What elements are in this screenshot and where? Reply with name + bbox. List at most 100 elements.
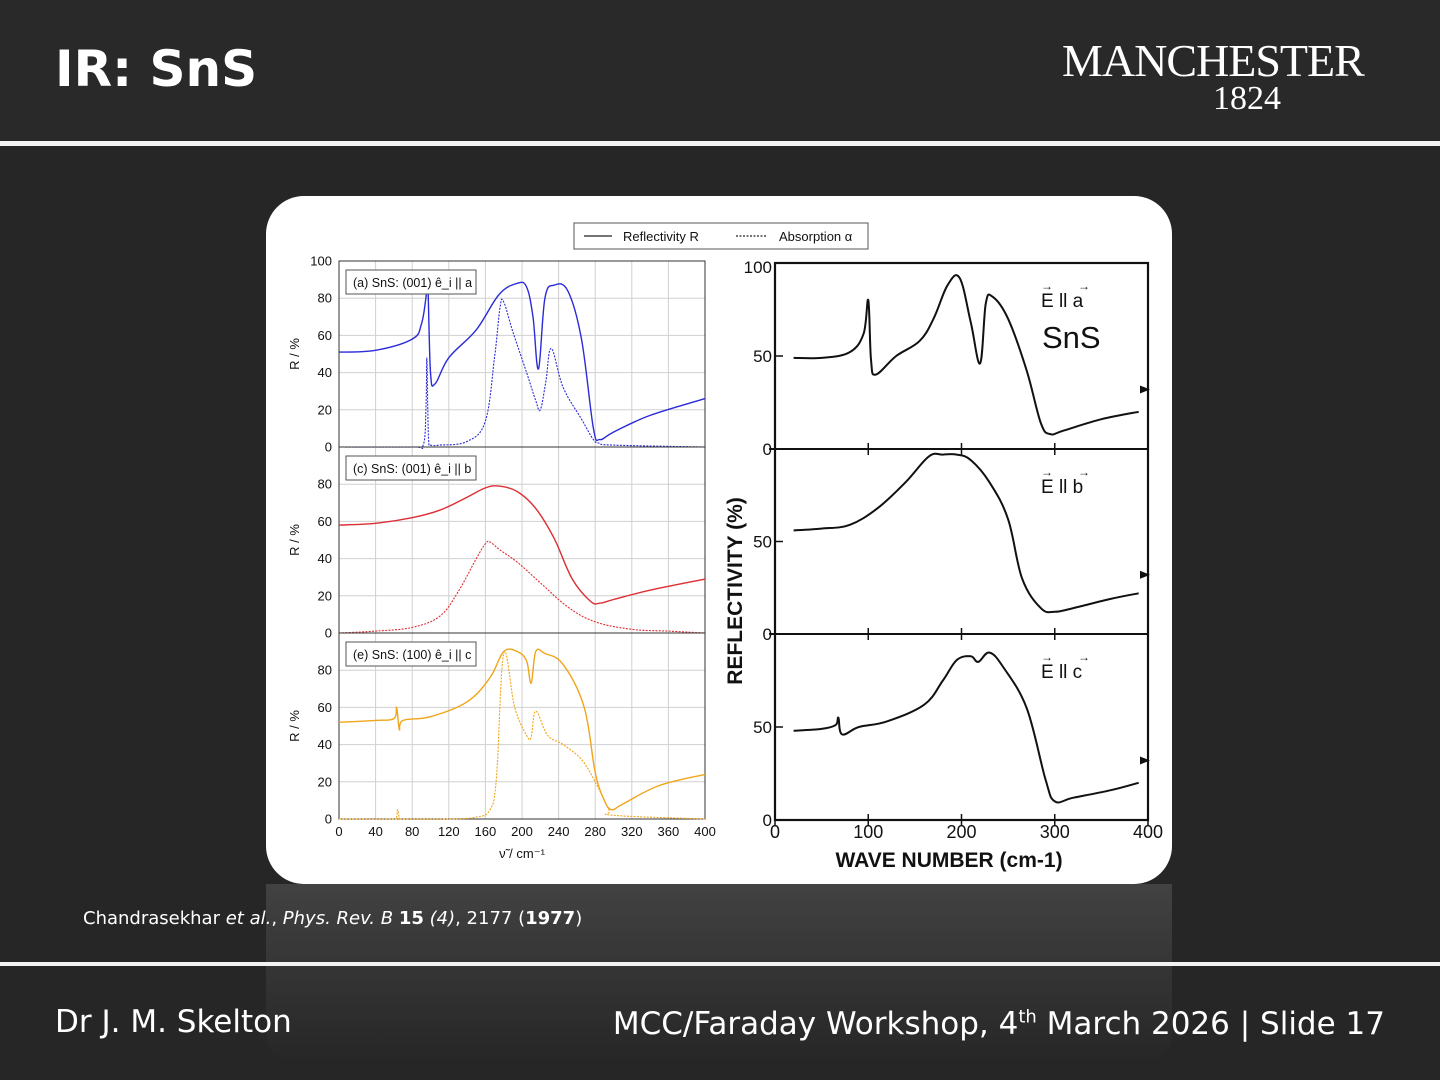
r-ylabel0-0: 0 — [763, 440, 772, 459]
ytick-label-2-0: 0 — [325, 812, 332, 827]
figure-reflection — [266, 884, 1172, 1064]
scan-curve-0 — [793, 274, 1139, 436]
ylabel-1: R / % — [287, 524, 302, 556]
panel-label-box-0 — [345, 269, 477, 295]
ytick-label-0-1: 20 — [318, 402, 332, 417]
right-arrow-marker-2 — [1140, 756, 1150, 765]
r-xtick-label-0: 0 — [770, 822, 780, 842]
r-ylabel50-2: 50 — [753, 718, 772, 737]
sns-annotation: SnS — [1042, 320, 1101, 355]
panel-label-box-1 — [345, 455, 477, 481]
vector-arrow-e-0: → — [1041, 279, 1053, 293]
series-reflectivity-2 — [338, 648, 706, 811]
ytick-label-2-1: 20 — [318, 774, 332, 789]
xtick-label-10: 400 — [694, 824, 716, 839]
xtick-label-3: 120 — [438, 824, 460, 839]
scan-curve-2 — [793, 651, 1139, 804]
legend-box — [573, 222, 869, 250]
xtick-label-7: 280 — [584, 824, 606, 839]
r-xtick-label-3: 300 — [1040, 822, 1070, 842]
series-absorption-2 — [338, 650, 706, 820]
r-xtick-label-1: 100 — [853, 822, 883, 842]
xtick-label-0: 0 — [335, 824, 342, 839]
ytick-label-1-2: 40 — [318, 551, 332, 566]
series-absorption-0 — [338, 298, 706, 450]
r-ylabel50-1: 50 — [753, 533, 772, 552]
ytick-label-1-1: 20 — [318, 588, 332, 603]
series-reflectivity-1 — [338, 485, 706, 605]
polarization-label-2: E ll c — [1041, 662, 1082, 683]
slide-title: IR: SnS — [55, 40, 258, 98]
xtick-label-9: 360 — [658, 824, 680, 839]
r-ytop-label: 100 — [744, 258, 772, 277]
scan-curve-1 — [793, 452, 1139, 614]
vector-arrow-e-1: → — [1041, 465, 1053, 479]
xtick-label-4: 160 — [475, 824, 497, 839]
r-ylabel0-1: 0 — [763, 625, 772, 644]
vector-arrow-axis-0: → — [1078, 279, 1090, 293]
vector-arrow-e-2: → — [1041, 650, 1053, 664]
r-ylabel: REFLECTIVITY (%) — [724, 497, 747, 684]
ytick-label-0-4: 80 — [318, 291, 332, 306]
polarization-label-1: E ll b — [1041, 477, 1083, 498]
axes-frame-2 — [338, 632, 706, 820]
figure-svg: Reflectivity R Absorption α 0 20 40 60 80 100 (a… — [287, 222, 1163, 872]
r-xtick-label-4: 400 — [1133, 822, 1163, 842]
series-reflectivity-0 — [338, 278, 706, 442]
xtick-label-1: 40 — [368, 824, 382, 839]
ytick-label-2-3: 60 — [318, 700, 332, 715]
footer-prefix: MCC/Faraday Workshop, 4 — [612, 1006, 1019, 1042]
ytick-label-0-3: 60 — [318, 328, 332, 343]
xtick-label-2: 80 — [405, 824, 419, 839]
series-absorption-1 — [338, 540, 706, 634]
ytick-label-0-2: 40 — [318, 365, 332, 380]
ytick-label-1-4: 80 — [318, 477, 332, 492]
footer-suffix: March 2026 | Slide 17 — [1036, 1006, 1385, 1042]
panel-label-2: (e) SnS: (100) ê_i || c — [353, 648, 471, 662]
ytick-label-1-3: 60 — [318, 514, 332, 529]
citation-year: 1977 — [525, 908, 576, 929]
footer-divider — [0, 962, 1440, 966]
r-ylabel0-2: 0 — [763, 811, 772, 830]
panel-label-0: (a) SnS: (001) ê_i || a — [353, 276, 472, 290]
logo-name: MANCHESTER — [1062, 35, 1365, 86]
author-name: Dr J. M. Skelton — [55, 1004, 292, 1040]
ytick-label-2-2: 40 — [318, 737, 332, 752]
right-arrow-marker-1 — [1140, 570, 1150, 579]
vector-arrow-axis-2: → — [1078, 650, 1090, 664]
right-arrow-marker-0 — [1140, 385, 1150, 394]
r-xtick-label-2: 200 — [946, 822, 976, 842]
footer-text: MCC/Faraday Workshop, 4th March 2026 | S… — [613, 1006, 1385, 1042]
panel-label-box-2 — [345, 641, 477, 667]
citation-journal: Phys. Rev. B — [282, 908, 394, 929]
citation-etal: et al. — [225, 908, 272, 929]
legend-label-reflectivity: Reflectivity R — [623, 229, 699, 244]
figure-panel: Reflectivity R Absorption α 0 20 40 60 80 100 (a… — [266, 196, 1172, 884]
citation-volume: 15 — [398, 908, 424, 929]
polarization-label-0: E ll a — [1041, 291, 1084, 312]
panel-label-1: (c) SnS: (001) ê_i || b — [353, 462, 471, 476]
ytick-label-0-0: 0 — [325, 440, 332, 455]
citation: Chandrasekhar et al., Phys. Rev. B 15 (4… — [83, 908, 582, 929]
logo-year: 1824 — [1213, 80, 1281, 117]
ylabel-0: R / % — [287, 338, 302, 370]
header-divider — [0, 141, 1440, 146]
r-ylabel50-0: 50 — [753, 347, 772, 366]
r-xlabel: WAVE NUMBER (cm-1) — [835, 849, 1062, 872]
footer-sup: th — [1018, 1006, 1037, 1028]
citation-close: ) — [575, 908, 583, 929]
ylabel-2: R / % — [287, 710, 302, 742]
ytick-label-1-0: 0 — [325, 626, 332, 641]
citation-sep: , — [271, 908, 283, 929]
vector-arrow-axis-1: → — [1078, 465, 1090, 479]
citation-authors: Chandrasekhar — [83, 908, 226, 929]
ytick-label-0-5: 100 — [310, 254, 332, 269]
legend-label-absorption: Absorption α — [779, 229, 853, 244]
xtick-label-6: 240 — [548, 824, 570, 839]
xtick-label-5: 200 — [511, 824, 533, 839]
university-logo: MANCHESTER 1824 — [1062, 38, 1402, 116]
ytick-label-2-4: 80 — [318, 663, 332, 678]
citation-pages: , 2177 ( — [455, 908, 526, 929]
xlabel-left: ν̃ / cm⁻¹ — [499, 846, 546, 861]
citation-issue: (4) — [423, 908, 456, 929]
